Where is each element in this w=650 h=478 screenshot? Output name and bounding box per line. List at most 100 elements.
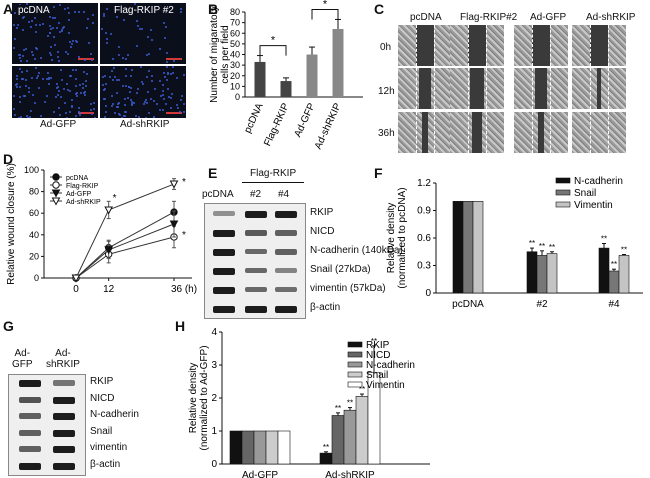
cell-nucleus — [103, 115, 106, 118]
cell-nucleus — [116, 15, 119, 18]
cell-nucleus — [24, 94, 27, 97]
significance-label: * — [323, 0, 328, 10]
significance-bracket — [311, 8, 339, 20]
cell-nucleus — [82, 87, 85, 90]
cell-nucleus — [58, 90, 61, 93]
cell-nucleus — [159, 80, 162, 83]
cell-nucleus — [27, 117, 30, 118]
significance-label: ** — [611, 260, 617, 269]
cell-nucleus — [36, 75, 39, 78]
panel-label-h: H — [175, 318, 186, 334]
cell-nucleus — [22, 49, 25, 51]
cell-nucleus — [127, 97, 130, 100]
cell-nucleus — [93, 108, 96, 111]
blot-e-lane-4: #4 — [278, 189, 290, 200]
bar — [343, 409, 357, 465]
cell-nucleus — [47, 82, 50, 85]
cell-nucleus — [47, 34, 50, 37]
cell-nucleus — [84, 59, 87, 62]
cell-nucleus — [146, 53, 149, 56]
micrograph-ad-shrkip — [100, 66, 186, 118]
panel-label-g: G — [3, 318, 14, 334]
cell-nucleus — [87, 18, 90, 21]
y-tick-label: 0.6 — [417, 233, 431, 244]
cell-nucleus — [111, 102, 114, 105]
col-label-flag-rkip: Flag-RKIP#2 — [460, 12, 518, 23]
y-axis-title: Relative wound closure (%) — [6, 163, 17, 285]
cell-nucleus — [85, 84, 88, 87]
blot-row-label: RKIP — [90, 376, 114, 388]
category-label: #4 — [608, 299, 620, 310]
blot-band — [213, 286, 235, 294]
blot-g-lane-ad-shrkip: Ad- shRKIP — [46, 348, 80, 370]
cell-nucleus — [134, 114, 137, 117]
cell-nucleus — [39, 115, 42, 118]
cell-nucleus — [101, 75, 104, 78]
cell-nucleus — [105, 7, 108, 10]
cell-nucleus — [183, 111, 186, 114]
cell-nucleus — [60, 68, 63, 71]
y-tick-label: 60 — [29, 208, 39, 218]
bar — [331, 415, 345, 465]
blot-band — [275, 248, 297, 255]
y-tick-label: 0 — [211, 459, 217, 470]
cell-nucleus — [34, 58, 37, 61]
data-point — [52, 181, 60, 189]
cell-nucleus — [57, 55, 60, 58]
wound-image — [450, 25, 504, 66]
cell-nucleus — [12, 107, 15, 110]
cell-nucleus — [104, 104, 107, 107]
cell-nucleus — [80, 92, 83, 95]
cell-nucleus — [106, 41, 109, 44]
significance-label: ** — [549, 243, 555, 252]
cell-nucleus — [34, 67, 37, 70]
cell-nucleus — [50, 76, 53, 79]
significance-bracket — [259, 45, 287, 56]
cell-nucleus — [83, 93, 86, 96]
cell-nucleus — [57, 107, 60, 110]
data-point — [169, 180, 179, 189]
cell-nucleus — [74, 40, 77, 43]
panel-e-western-blot: Flag-RKIP pcDNA #2 #4 RKIP NICD N-cadherin… — [200, 165, 403, 320]
legend-label: RKIP — [366, 340, 390, 351]
cell-nucleus — [176, 77, 179, 80]
bar — [332, 29, 344, 97]
blot-band — [245, 286, 267, 293]
cell-nucleus — [151, 74, 153, 77]
cell-nucleus — [130, 68, 133, 71]
cell-nucleus — [92, 13, 95, 16]
cell-nucleus — [166, 79, 169, 82]
category-label: Ad-GFP — [242, 470, 278, 478]
cell-nucleus — [145, 76, 148, 79]
category-label: Flag-RKIP — [262, 101, 292, 148]
cell-nucleus — [57, 22, 60, 25]
cell-nucleus — [144, 117, 147, 118]
cell-nucleus — [117, 106, 120, 109]
cell-nucleus — [28, 90, 31, 93]
cell-nucleus — [17, 23, 20, 26]
cell-nucleus — [57, 60, 60, 63]
panel-c-wound-images: pcDNA Flag-RKIP#2 Ad-GFP Ad-shRKIP 0h 12… — [378, 0, 648, 160]
cell-nucleus — [18, 56, 21, 59]
cell-nucleus — [67, 31, 70, 34]
blot-row-label: NICD — [310, 225, 335, 237]
cell-nucleus — [70, 105, 73, 108]
wound-image — [514, 112, 568, 153]
cell-nucleus — [138, 115, 141, 118]
wound-image — [398, 25, 452, 66]
cell-nucleus — [47, 71, 50, 74]
cell-nucleus — [110, 95, 113, 98]
legend-swatch — [347, 361, 363, 368]
cell-nucleus — [64, 8, 67, 10]
bar — [254, 61, 266, 97]
cell-nucleus — [27, 20, 30, 23]
category-label: pcDNA — [452, 299, 484, 310]
cell-nucleus — [35, 48, 38, 51]
cell-nucleus — [124, 84, 127, 87]
cell-nucleus — [75, 114, 78, 117]
cell-nucleus — [162, 71, 165, 74]
cell-nucleus — [89, 52, 92, 55]
y-tick-label: 0.3 — [417, 261, 431, 272]
cell-nucleus — [173, 59, 176, 62]
cell-nucleus — [26, 60, 29, 63]
